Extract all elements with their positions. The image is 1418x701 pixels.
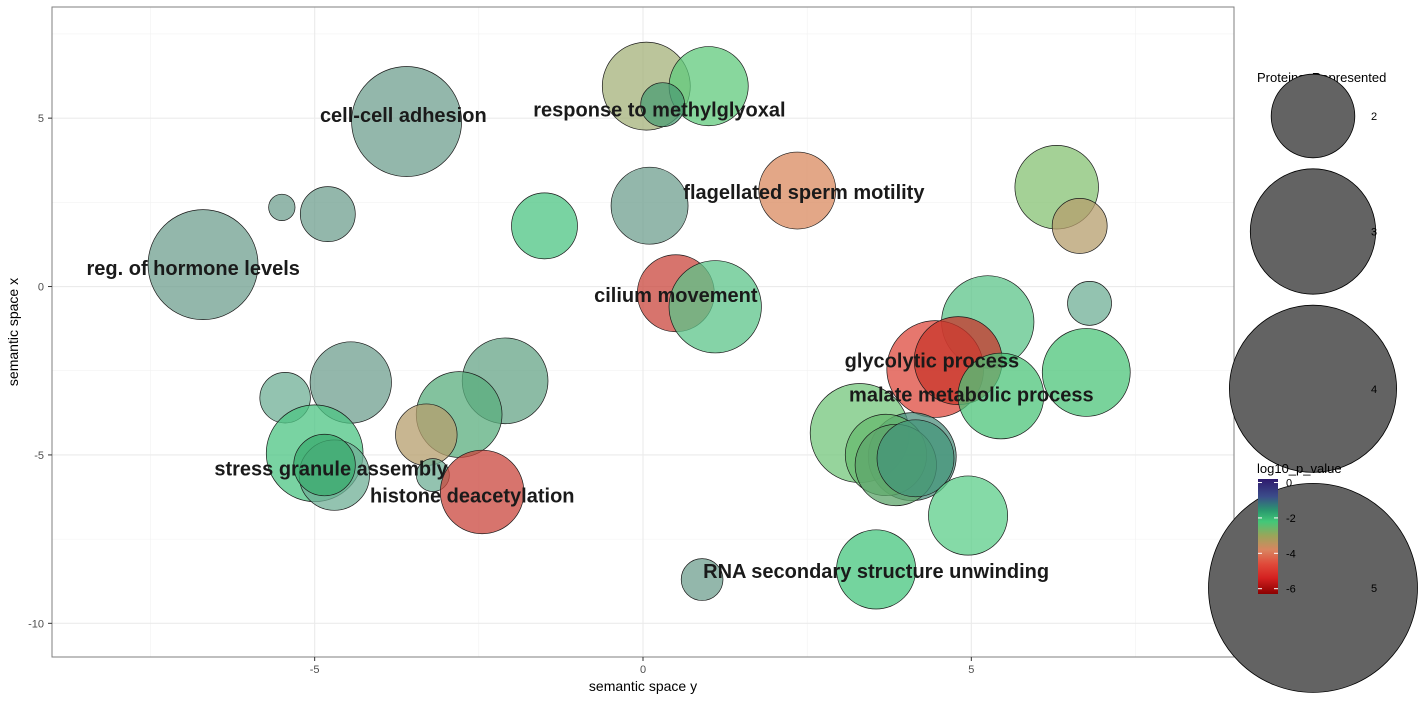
bubble-layer [147, 41, 1131, 610]
term-label: response to methylglyoxal [533, 100, 785, 122]
bubble [928, 475, 1009, 556]
color-legend-title: log10_p_value [1257, 461, 1342, 476]
size-legend-label: 2 [1371, 111, 1377, 123]
x-axis-ticks: -5 0 5 [310, 657, 974, 676]
y-tick-label: -5 [34, 450, 44, 462]
color-legend: log10_p_value 0 -2 -4 -6 [1257, 461, 1342, 596]
bubble [439, 449, 525, 535]
size-legend-circle [1208, 483, 1418, 693]
axes: -5 0 5 5 0 -5 -10 semantic space y semantic s… [5, 113, 974, 694]
bubble [1041, 328, 1131, 417]
bubble [1067, 281, 1112, 326]
size-legend-label: 3 [1371, 227, 1377, 239]
color-legend-label: -2 [1286, 513, 1296, 525]
color-legend-label: 0 [1286, 478, 1292, 490]
color-legend-label: -4 [1286, 548, 1296, 560]
size-legend-circle [1229, 304, 1398, 473]
bubble [876, 419, 955, 498]
bubble [957, 352, 1045, 440]
term-label: stress granule assembly [214, 458, 448, 480]
term-label: cilium movement [594, 285, 758, 307]
x-tick-label: 5 [968, 664, 974, 676]
bubble [351, 66, 462, 177]
x-axis-title: semantic space y [589, 678, 697, 694]
term-label: histone deacetylation [370, 485, 575, 507]
size-legend-circle [1249, 168, 1377, 295]
y-tick-label: 0 [38, 282, 44, 294]
plot-area: cell-cell adhesion response to methylglyo… [51, 6, 1235, 658]
bubble [610, 166, 689, 245]
size-legend-label: 4 [1371, 384, 1377, 396]
term-label: malate metabolic process [849, 384, 1094, 406]
bubble [758, 151, 837, 230]
bubble [147, 209, 259, 320]
bubble [680, 558, 724, 601]
bubble [268, 193, 296, 221]
y-axis-title: semantic space x [5, 278, 21, 386]
size-legend-label: 5 [1371, 583, 1377, 595]
bubble [395, 403, 458, 466]
term-label: cell-cell adhesion [320, 105, 487, 127]
bubble [299, 186, 356, 242]
x-tick-label: 0 [640, 664, 646, 676]
term-label-layer: cell-cell adhesion response to methylglyo… [86, 100, 1093, 583]
term-label: glycolytic process [845, 351, 1020, 373]
size-legend-circle [1270, 73, 1356, 159]
bubble [836, 529, 917, 610]
bubble [668, 260, 762, 354]
bubble [293, 433, 356, 497]
y-axis-ticks: 5 0 -5 -10 [28, 113, 52, 630]
term-label: RNA secondary structure unwinding [703, 561, 1049, 583]
color-legend-label: -6 [1286, 584, 1296, 596]
bubble [1051, 198, 1108, 254]
color-legend-bar [1258, 479, 1278, 594]
bubble [511, 192, 578, 260]
term-label: reg. of hormone levels [86, 258, 299, 280]
bubble [640, 82, 686, 128]
y-tick-label: -10 [28, 618, 44, 630]
term-label: flagellated sperm motility [683, 182, 925, 204]
x-tick-label: -5 [310, 664, 320, 676]
y-tick-label: 5 [38, 113, 44, 125]
